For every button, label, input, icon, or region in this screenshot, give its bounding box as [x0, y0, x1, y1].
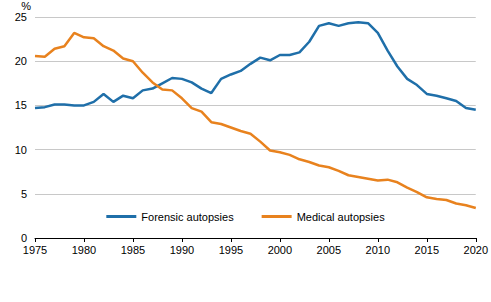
svg-text:2005: 2005: [317, 244, 341, 256]
svg-text:15: 15: [15, 99, 27, 111]
svg-text:Forensic autopsies: Forensic autopsies: [141, 211, 234, 223]
svg-text:2015: 2015: [415, 244, 439, 256]
svg-text:20: 20: [15, 55, 27, 67]
svg-text:Medical autopsies: Medical autopsies: [297, 211, 386, 223]
svg-text:0: 0: [21, 232, 27, 244]
svg-text:25: 25: [15, 11, 27, 23]
svg-text:1980: 1980: [72, 244, 96, 256]
svg-text:10: 10: [15, 144, 27, 156]
svg-text:1995: 1995: [219, 244, 243, 256]
svg-text:1990: 1990: [170, 244, 194, 256]
svg-text:1975: 1975: [23, 244, 47, 256]
svg-text:2010: 2010: [366, 244, 390, 256]
svg-text:2000: 2000: [268, 244, 292, 256]
svg-text:2020: 2020: [464, 244, 488, 256]
svg-text:5: 5: [21, 188, 27, 200]
svg-text:1985: 1985: [121, 244, 145, 256]
svg-text:%: %: [21, 0, 31, 12]
